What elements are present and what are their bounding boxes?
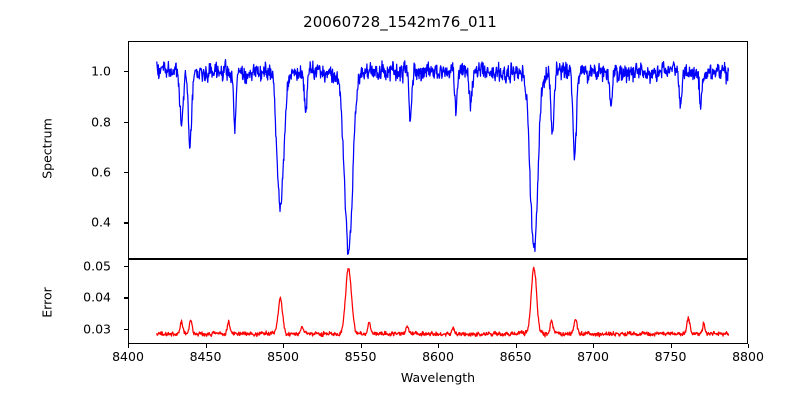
x-tick-mark — [593, 343, 595, 348]
y-tick-mark — [124, 222, 128, 224]
y-tick-label: 0.4 — [91, 214, 111, 230]
x-tick-label: 8500 — [267, 349, 299, 364]
x-tick-mark — [128, 343, 130, 348]
error-plot-area — [156, 266, 730, 337]
x-tick-mark — [205, 343, 207, 348]
y-tick-label: 0.04 — [83, 289, 111, 305]
y-axis-label-spectrum: Spectrum — [39, 118, 55, 179]
x-tick-label: 8700 — [577, 349, 609, 364]
x-tick-mark — [748, 343, 750, 348]
figure-title: 20060728_1542m76_011 — [303, 13, 497, 31]
x-tick-label: 8650 — [499, 349, 532, 364]
x-tick-mark — [283, 343, 285, 348]
x-tick-label: 8550 — [344, 349, 377, 364]
y-tick-mark — [124, 172, 128, 174]
x-tick-mark — [360, 343, 362, 348]
y-tick-label: 0.8 — [91, 114, 111, 130]
y-tick-label: 0.6 — [91, 164, 111, 180]
x-tick-mark — [670, 343, 672, 348]
x-tick-label: 8450 — [189, 349, 222, 364]
y-tick-mark — [124, 266, 128, 268]
y-tick-mark — [124, 328, 128, 330]
x-tick-label: 8600 — [422, 349, 454, 364]
x-tick-mark — [438, 343, 440, 348]
x-tick-label: 8400 — [112, 349, 144, 364]
x-axis-label: Wavelength — [400, 370, 476, 385]
x-tick-label: 8800 — [732, 349, 764, 364]
spectrum-plot-area — [156, 58, 730, 255]
error-panel — [128, 258, 748, 344]
spectrum-line — [156, 58, 730, 255]
spectrum-panel — [128, 41, 748, 259]
y-tick-mark — [124, 297, 128, 299]
error-line — [156, 266, 730, 337]
y-tick-mark — [124, 121, 128, 123]
y-tick-label: 1.0 — [91, 63, 111, 79]
x-tick-label: 8750 — [654, 349, 687, 364]
x-tick-mark — [515, 343, 517, 348]
y-tick-mark — [124, 71, 128, 73]
y-tick-label: 0.03 — [83, 321, 111, 337]
y-tick-label: 0.05 — [83, 258, 111, 274]
